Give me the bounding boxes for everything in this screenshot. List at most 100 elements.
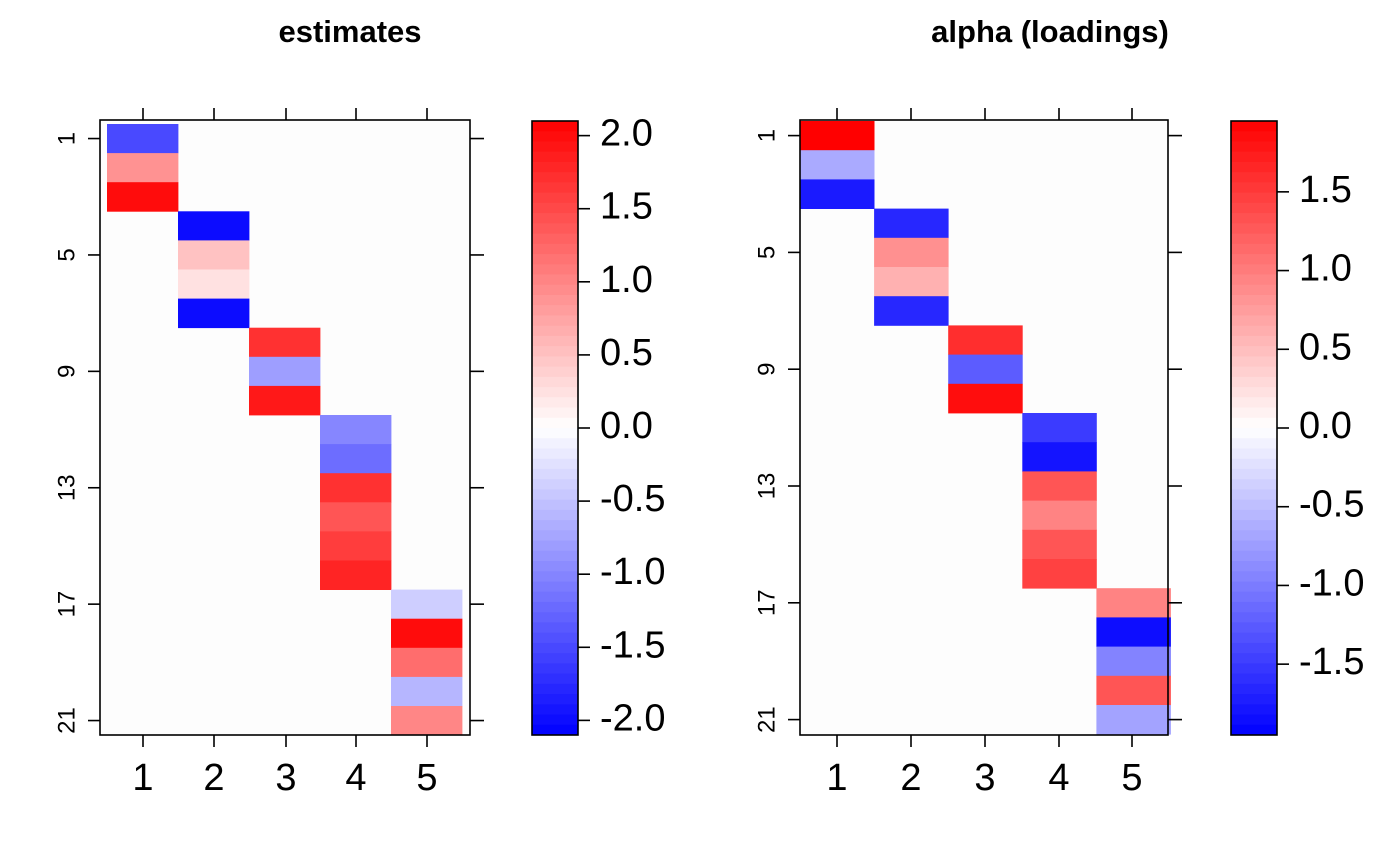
y-tick-label: 17 (753, 589, 780, 616)
colorbar-band (1231, 694, 1277, 705)
colorbar-band (532, 254, 578, 265)
colorbar-band (1231, 356, 1277, 368)
heatmap-cell-r21-c5 (1096, 705, 1171, 735)
colorbar-band (532, 561, 578, 572)
heatmap-panel-2: alpha (loadings) 1 2 3 4 5 1 5 9 13 17 21 1.5 1.0 0.5 0… (753, 14, 1364, 799)
colorbar-band (532, 346, 578, 357)
colorbar-band (532, 714, 578, 726)
colorbar-band (532, 274, 578, 286)
colorbar-band (1231, 632, 1277, 644)
heatmap-cell-r15-c4 (320, 531, 392, 561)
colorbar: 2.0 1.5 1.0 0.5 0.0 -0.5 -1.0 -1.5 -2.0 (531, 113, 665, 739)
heatmap-cell-r11-c4 (320, 415, 392, 445)
colorbar-band (1231, 612, 1277, 623)
colorbar-band (1231, 622, 1277, 634)
y-tick-label: 1 (53, 132, 80, 145)
x-tick-label: 5 (1121, 757, 1142, 799)
heatmap-cell-r20-c5 (391, 676, 463, 707)
colorbar-band (532, 131, 578, 142)
heatmap-cell-r6-c2 (874, 267, 949, 297)
colorbar-tick-label: -2.0 (600, 697, 665, 739)
colorbar-band (1231, 724, 1277, 736)
colorbar-band (1231, 530, 1277, 542)
y-tick-label: 9 (53, 365, 80, 378)
colorbar-band (1231, 172, 1277, 183)
colorbar-band (532, 489, 578, 501)
colorbar-tick-label: 1.0 (600, 259, 653, 301)
colorbar-band (532, 520, 578, 531)
heatmap-panel-1: estimates 1 2 3 4 5 1 5 9 13 17 21 2.0 1.5 1.0 0.5 0.0 -0… (53, 14, 665, 799)
heatmap-cell-r4-c2 (178, 211, 250, 241)
colorbar-band (1231, 591, 1277, 603)
colorbar-band (1231, 182, 1277, 194)
colorbar-band (1231, 458, 1277, 470)
heatmap-cell-r6-c2 (178, 269, 250, 299)
heatmap-cell-r2-c1 (107, 153, 179, 183)
heatmap-cell-r19-c5 (1096, 646, 1171, 677)
colorbar-band (1231, 438, 1277, 449)
heatmap-cell-r16-c4 (1022, 559, 1097, 589)
x-tick-label: 5 (416, 757, 437, 799)
colorbar-band (1231, 315, 1277, 327)
colorbar-band (532, 161, 578, 173)
colorbar-band (1231, 468, 1277, 480)
colorbar-band (1231, 376, 1277, 388)
heatmap-cell-r17-c5 (391, 589, 463, 620)
colorbar-band (1231, 366, 1277, 378)
colorbar-band (532, 233, 578, 245)
plot-frame (799, 119, 1169, 736)
colorbar-tick-label: -1.5 (1299, 641, 1364, 683)
colorbar-tick-label: 2.0 (600, 113, 653, 155)
colorbar-band (1231, 673, 1277, 685)
colorbar-band (1231, 213, 1277, 224)
colorbar-band (532, 264, 578, 275)
colorbar-band (532, 182, 578, 194)
colorbar-band (532, 192, 578, 204)
colorbar-band (532, 653, 578, 664)
heatmap-cell-r14-c4 (320, 502, 392, 532)
colorbar-band (532, 315, 578, 327)
colorbar-band (532, 325, 578, 337)
x-tick-label: 1 (132, 757, 153, 799)
colorbar: 1.5 1.0 0.5 0.0 -0.5 -1.0 -1.5 (1230, 120, 1364, 736)
colorbar-band (532, 407, 578, 419)
colorbar-band (1231, 489, 1277, 501)
x-tick-label: 3 (974, 757, 995, 799)
heatmap-cell-r14-c4 (1022, 500, 1097, 531)
colorbar-band (1231, 417, 1277, 429)
colorbar-band (532, 530, 578, 542)
heatmap-cell-r11-c4 (1022, 413, 1097, 443)
colorbar-band (532, 121, 578, 132)
heatmap-cell-r4-c2 (874, 208, 949, 239)
colorbar-band (532, 694, 578, 705)
heatmap-cell-r7-c2 (178, 298, 250, 329)
colorbar-band (1231, 223, 1277, 235)
colorbar-band (1231, 601, 1277, 613)
heatmap-cell-r5-c2 (178, 240, 250, 270)
x-tick-label: 3 (275, 757, 296, 799)
colorbar-band (1231, 264, 1277, 275)
heatmap-cell-r9-c3 (249, 356, 321, 387)
colorbar-band (532, 612, 578, 623)
colorbar-band (532, 366, 578, 378)
heatmap-cell-r15-c4 (1022, 529, 1097, 560)
colorbar-band (532, 438, 578, 449)
colorbar-band (1231, 335, 1277, 347)
colorbar-band (532, 509, 578, 521)
colorbar-band (532, 305, 578, 316)
x-tick-label: 2 (203, 757, 224, 799)
heatmap-cell-r7-c2 (874, 296, 949, 326)
heatmap-cell-r12-c4 (320, 444, 392, 474)
heatmap-cell-r5-c2 (874, 237, 949, 268)
colorbar-band (1231, 509, 1277, 521)
colorbar-band (1231, 233, 1277, 245)
colorbar-band (1231, 520, 1277, 531)
x-tick-label: 1 (826, 757, 847, 799)
colorbar-band (532, 458, 578, 470)
heatmap-cell-r1-c1 (107, 124, 179, 154)
colorbar-band (532, 622, 578, 634)
colorbar-band (532, 243, 578, 255)
heatmap-cell-r9-c3 (948, 354, 1023, 385)
colorbar-band (532, 335, 578, 347)
colorbar-band (1231, 161, 1277, 173)
